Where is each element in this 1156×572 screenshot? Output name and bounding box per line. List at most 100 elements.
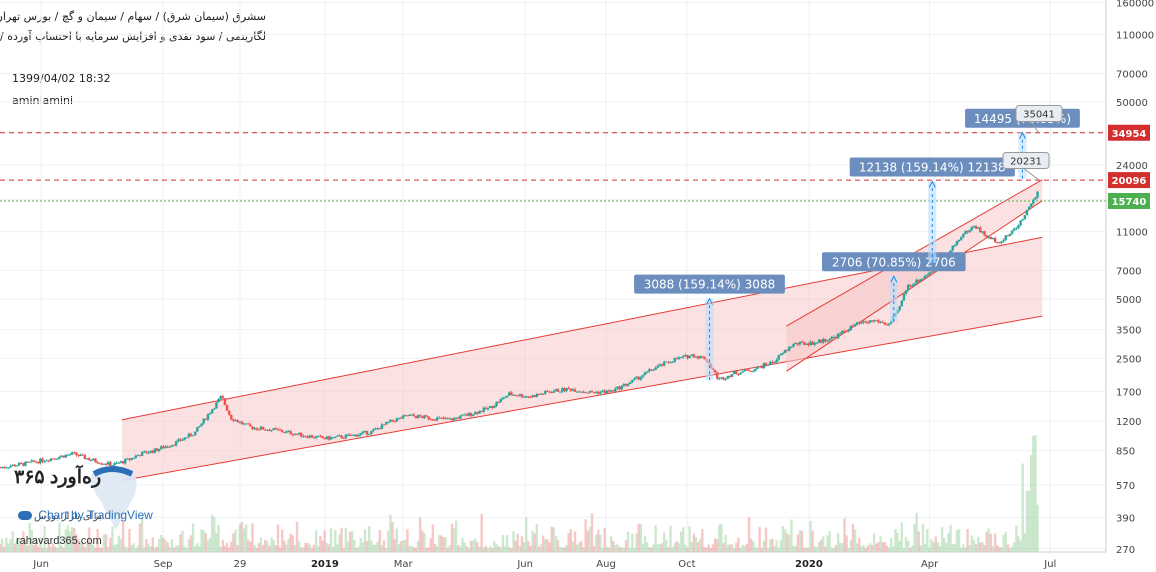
volume-bar [764, 527, 768, 552]
volume-bar [312, 544, 316, 552]
volume-bar [607, 547, 611, 552]
volume-bar [300, 547, 303, 552]
volume-bar [887, 547, 891, 552]
volume-bar [919, 545, 923, 552]
volume-bar [450, 523, 454, 552]
volume-bar [849, 540, 853, 552]
volume-bar [760, 547, 763, 552]
volume-bar [802, 547, 806, 552]
volume-bar [162, 537, 165, 552]
candle-body [819, 339, 823, 343]
volume-bar [777, 547, 780, 552]
volume-bar [595, 534, 598, 552]
candle-body [567, 388, 570, 390]
candle-body [215, 402, 218, 409]
volume-bar [493, 541, 496, 552]
volume-bar [979, 542, 982, 552]
candle-body [822, 339, 825, 343]
volume-bar [259, 537, 263, 552]
candle-body [979, 227, 982, 233]
volume-bar [183, 546, 186, 552]
candle-body [160, 446, 163, 450]
candle-body [444, 418, 447, 420]
candle-body [1019, 220, 1022, 226]
candle-body [1017, 225, 1020, 228]
candle-body [372, 429, 375, 431]
volume-bar [539, 544, 543, 552]
candle-body [34, 461, 38, 463]
candle-body [166, 446, 169, 448]
volume-bar [947, 533, 950, 552]
volume-bar [404, 539, 407, 552]
volume-bar [117, 535, 121, 552]
volume-bar [713, 538, 717, 552]
volume-bar [938, 546, 942, 552]
candle-body [548, 391, 551, 393]
candle-body [569, 388, 572, 391]
candle-body [889, 321, 893, 324]
volume-bar [879, 536, 882, 552]
candle-body [308, 435, 311, 438]
candle-body [983, 231, 986, 236]
candle-body [915, 279, 918, 284]
volume-bar [936, 542, 940, 552]
volume-bar [730, 544, 734, 552]
volume-bar [499, 547, 502, 552]
candle-body [633, 378, 636, 380]
volume-bar [442, 536, 445, 552]
volume-bar [709, 547, 713, 552]
volume-bar [658, 544, 662, 552]
volume-bar [308, 544, 311, 552]
volume-bar [951, 544, 954, 552]
volume-bar [104, 534, 108, 552]
candle-body [735, 371, 738, 375]
volume-bar [592, 546, 596, 552]
candle-body [650, 369, 653, 371]
candle-body [77, 455, 80, 457]
candle-body [416, 415, 420, 419]
volume-bar [739, 547, 742, 552]
volume-bar [92, 544, 95, 552]
time-tick-label: Jul [1043, 559, 1056, 570]
candle-body [1032, 199, 1035, 204]
candle-body [626, 383, 630, 386]
volume-bar [297, 541, 301, 552]
volume-bar [448, 545, 452, 552]
volume-bar [444, 537, 447, 552]
volume-bar [242, 528, 246, 552]
volume-bar [202, 530, 205, 552]
candle-body [491, 406, 494, 408]
volume-bar [896, 532, 899, 552]
candle-body [696, 356, 700, 359]
candle-body [866, 322, 870, 324]
candle-body [429, 419, 432, 421]
volume-bar [268, 545, 271, 552]
candle-body [544, 390, 547, 394]
candle-body [580, 391, 583, 393]
volume-bar [1008, 547, 1012, 552]
volume-bar [1023, 533, 1027, 552]
candle-body [272, 428, 275, 431]
volume-bar [996, 545, 999, 552]
volume-bar [429, 538, 432, 552]
candle-body [488, 406, 492, 408]
volume-bar [291, 535, 295, 552]
candle-body [476, 412, 479, 414]
volume-bar [1017, 536, 1020, 552]
candle-body [592, 392, 596, 394]
candle-body [665, 361, 668, 363]
volume-bar [15, 539, 19, 552]
candle-body [584, 391, 587, 393]
candle-body [406, 415, 409, 417]
volume-bar [126, 547, 129, 552]
volume-bar [113, 545, 116, 552]
candle-body [737, 374, 740, 376]
volume-bar [60, 545, 63, 552]
candle-body [841, 330, 844, 334]
volume-bar [940, 527, 944, 552]
volume-bar [474, 538, 477, 552]
volume-bar [987, 528, 990, 552]
volume-bar [981, 542, 984, 552]
candle-body [117, 462, 121, 464]
